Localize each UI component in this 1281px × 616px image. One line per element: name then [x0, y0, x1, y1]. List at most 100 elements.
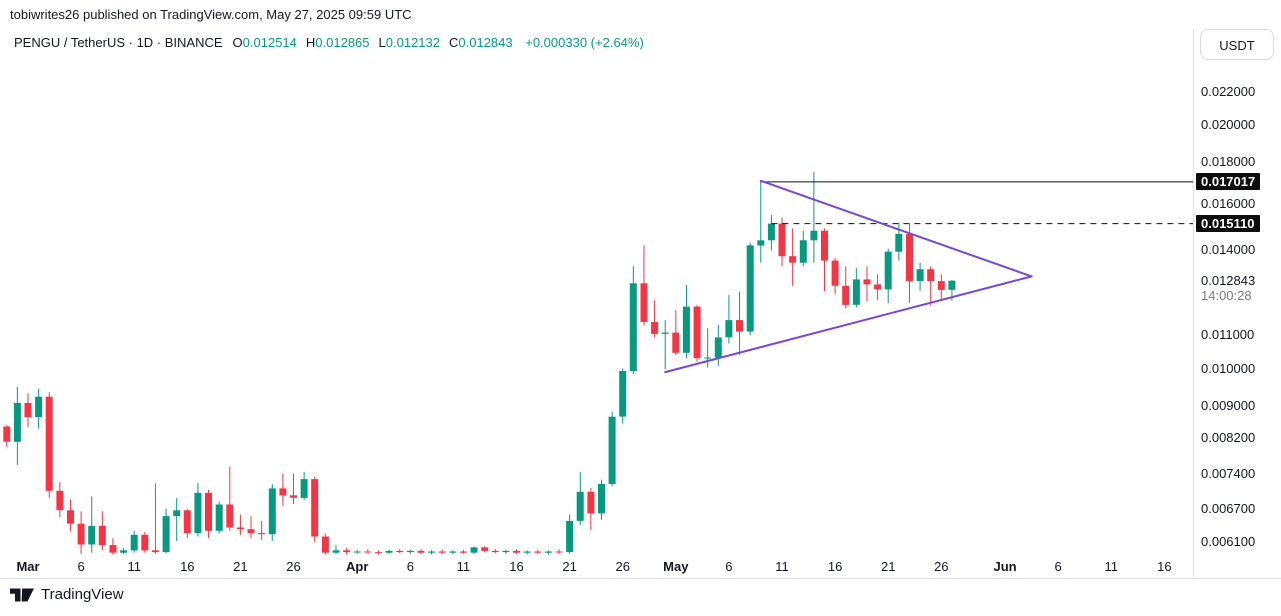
time-axis-tick: 16 — [509, 559, 524, 574]
candle-body — [438, 551, 446, 553]
time-axis-tick: 6 — [77, 559, 85, 574]
time-axis-tick: 6 — [406, 559, 414, 574]
candle-body — [725, 320, 733, 338]
candle-body — [895, 234, 903, 252]
time-axis-tick: 11 — [1104, 559, 1118, 574]
candle-body — [109, 545, 117, 553]
candle-body — [481, 547, 489, 551]
time-axis-tick: 11 — [456, 559, 471, 574]
candle-body — [651, 322, 659, 334]
attribution-text: tobiwrites26 published on TradingView.co… — [10, 7, 412, 22]
price-axis-tick: 0.014000 — [1201, 242, 1256, 258]
candle-body — [746, 245, 754, 332]
candle-body — [629, 283, 637, 372]
price-level-label: 0.015110 — [1196, 215, 1260, 233]
candle-body — [120, 550, 128, 553]
candle-body — [513, 550, 520, 553]
price-axis-tick: 0.018000 — [1201, 154, 1256, 170]
candle-body — [35, 396, 43, 418]
candle-body — [56, 490, 64, 511]
candle-body — [364, 551, 372, 553]
price-axis-divider — [1193, 28, 1194, 578]
ohlc-o-value: O0.012514 — [232, 35, 297, 50]
currency-unit-button[interactable]: USDT — [1200, 29, 1274, 60]
candle-body — [566, 520, 574, 552]
price-axis-tick: 0.006100 — [1201, 534, 1256, 550]
candle-body — [311, 479, 319, 537]
candle-body — [428, 551, 436, 553]
price-axis-tick: 0.016000 — [1201, 195, 1256, 211]
symbol-title[interactable]: PENGU / TetherUS · 1D · BINANCE — [14, 35, 223, 50]
candle-body — [619, 371, 627, 417]
tradingview-brand-text[interactable]: TradingView — [41, 586, 124, 603]
time-axis-tick: 11 — [775, 559, 789, 574]
candle-body — [375, 552, 382, 554]
time-axis-tick: 26 — [934, 559, 949, 574]
candle-body — [67, 510, 74, 524]
candle-body — [831, 260, 839, 286]
tradingview-logo-icon[interactable] — [10, 587, 34, 603]
candle-body — [608, 416, 616, 484]
candle-body — [757, 240, 765, 246]
candle-body — [544, 551, 552, 553]
candle-body — [810, 230, 818, 241]
candle-body — [714, 337, 722, 358]
candle-body — [300, 479, 308, 498]
candle-body — [194, 492, 202, 533]
time-axis-tick: Apr — [346, 559, 369, 574]
price-axis-tick: 0.011000 — [1201, 327, 1255, 343]
candle-body — [523, 551, 531, 553]
triangle-lower-trendline[interactable] — [664, 275, 1033, 374]
candle-body — [13, 402, 21, 442]
candle-body — [173, 510, 181, 517]
candle-body — [459, 551, 467, 553]
candle-body — [852, 279, 860, 305]
price-axis-tick: 0.020000 — [1201, 117, 1256, 133]
candle-body — [598, 483, 605, 514]
candle-body — [906, 234, 913, 282]
time-axis-tick: 6 — [1054, 559, 1062, 574]
footer-brand: TradingView — [10, 586, 124, 603]
candle-body — [406, 550, 414, 553]
candle-body — [279, 488, 287, 496]
time-axis-tick: Mar — [16, 559, 40, 574]
candle-body — [417, 550, 425, 553]
candle-body — [672, 332, 680, 353]
candle-body — [682, 306, 690, 353]
candle-body — [353, 551, 361, 553]
candle-body — [661, 332, 669, 334]
candle-body — [226, 504, 234, 528]
candle-body — [247, 529, 255, 534]
candle-body — [88, 525, 96, 545]
candle-body — [576, 491, 584, 521]
time-axis-tick: 26 — [615, 559, 630, 574]
candle-body — [77, 523, 85, 545]
candle-body — [555, 551, 563, 553]
candle-body — [693, 306, 701, 359]
candle-body — [151, 550, 159, 553]
candle-body — [534, 551, 542, 553]
last-price-value: 0.012843 — [1201, 272, 1256, 288]
ohlc-c-value: C0.012843 — [449, 35, 513, 50]
candle-body — [45, 396, 53, 491]
candle-body — [587, 491, 595, 514]
time-axis-tick: 21 — [233, 559, 248, 574]
triangle-upper-trendline[interactable] — [759, 179, 1033, 278]
candle-body — [948, 280, 956, 290]
time-axis-tick: 6 — [725, 559, 733, 574]
last-price-label: 0.012843 14:00:28 — [1201, 273, 1255, 303]
candle-body — [863, 279, 871, 285]
candle-body — [385, 550, 393, 553]
price-axis-tick: 0.007400 — [1201, 466, 1256, 482]
candle-body — [778, 223, 786, 257]
price-axis-tick: 0.008200 — [1201, 430, 1256, 446]
price-axis-tick: 0.009000 — [1201, 397, 1256, 413]
candle-body — [789, 256, 797, 263]
candle-body — [141, 534, 149, 551]
change-value: +0.000330 (+2.64%) — [525, 35, 644, 50]
candle-body — [258, 533, 266, 535]
candle-body — [884, 251, 892, 290]
candle-body — [205, 492, 212, 531]
